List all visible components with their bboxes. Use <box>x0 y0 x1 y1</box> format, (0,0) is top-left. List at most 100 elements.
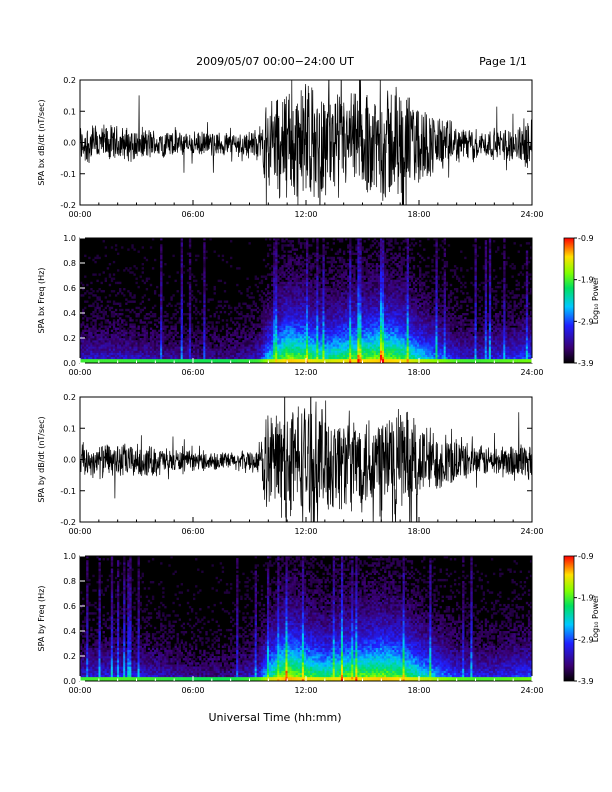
heatmap-cell <box>301 283 305 287</box>
heatmap-cell <box>248 352 251 355</box>
heatmap-cell <box>357 269 360 272</box>
heatmap-cell <box>203 356 206 360</box>
heatmap-cell <box>217 360 220 364</box>
heatmap-cell <box>291 335 294 339</box>
heatmap-cell <box>324 294 327 297</box>
heatmap-cell <box>219 350 223 353</box>
heatmap-cell <box>275 329 278 333</box>
heatmap-cell <box>170 340 173 343</box>
heatmap-cell <box>84 344 87 347</box>
heatmap-cell <box>151 346 155 349</box>
heatmap-cell <box>275 292 278 295</box>
heatmap-cell <box>131 346 134 349</box>
heatmap-cell <box>299 325 303 328</box>
heatmap-cell <box>166 338 169 341</box>
heatmap-cell <box>283 313 286 316</box>
heatmap-cell <box>357 254 360 258</box>
heatmap-cell <box>125 354 128 358</box>
heatmap-cell <box>295 354 299 358</box>
heatmap-cell <box>203 263 206 266</box>
heatmap-cell <box>166 313 169 316</box>
heatmap-cell <box>306 335 309 339</box>
heatmap-cell <box>289 244 292 247</box>
heatmap-cell <box>98 350 101 353</box>
heatmap-cell <box>151 348 155 351</box>
heatmap-cell <box>349 244 352 247</box>
heatmap-cell <box>96 290 99 293</box>
heatmap-cell <box>229 352 233 355</box>
heatmap-cell <box>373 354 377 358</box>
heatmap-cell <box>252 325 255 328</box>
heatmap-cell <box>295 335 299 339</box>
heatmap-cell <box>149 338 153 341</box>
heatmap-cell <box>172 335 175 339</box>
heatmap-cell <box>264 356 268 360</box>
heatmap-cell <box>322 352 325 355</box>
heatmap-cell <box>266 306 270 310</box>
heatmap-cell <box>271 338 274 341</box>
heatmap-cell <box>193 352 196 355</box>
heatmap-cell <box>197 335 200 339</box>
heatmap-cell <box>213 335 216 339</box>
heatmap-cell <box>252 356 255 360</box>
heatmap-cell <box>357 250 360 253</box>
heatmap-cell <box>106 319 110 322</box>
heatmap-cell <box>225 360 229 364</box>
heatmap-cell <box>119 281 122 285</box>
heatmap-cell <box>211 350 214 353</box>
heatmap-cell <box>127 350 130 353</box>
heatmap-cell <box>137 348 140 351</box>
heatmap-cell <box>203 250 206 253</box>
heatmap-cell <box>289 258 292 262</box>
heatmap-cell <box>287 310 290 314</box>
heatmap-cell <box>328 315 331 318</box>
heatmap-cell <box>328 331 331 335</box>
heatmap-cell <box>119 342 122 345</box>
heatmap-cell <box>143 333 147 337</box>
heatmap-cell <box>223 354 227 358</box>
heatmap-cell <box>273 248 276 251</box>
heatmap-cell <box>170 331 173 335</box>
heatmap-cell <box>131 296 134 299</box>
heatmap-cell <box>299 283 303 287</box>
heatmap-cell <box>242 354 245 358</box>
heatmap-cell <box>332 331 336 335</box>
heatmap-cell <box>377 315 381 318</box>
heatmap-cell <box>170 344 173 347</box>
heatmap-cell <box>188 302 192 305</box>
heatmap-cell <box>277 335 280 339</box>
heatmap-cell <box>100 304 103 308</box>
heatmap-cell <box>215 358 218 362</box>
heatmap-cell <box>262 360 266 364</box>
heatmap-cell <box>160 310 163 314</box>
heatmap-cell <box>254 283 257 287</box>
heatmap-cell <box>184 350 188 353</box>
heatmap-cell <box>375 335 379 339</box>
heatmap-cell <box>188 360 192 364</box>
heatmap-cell <box>291 277 294 280</box>
heatmap-cell <box>262 315 266 318</box>
heatmap-cell <box>92 356 95 360</box>
heatmap-cell <box>287 281 290 285</box>
heatmap-cell <box>355 358 358 362</box>
heatmap-cell <box>110 360 114 364</box>
heatmap-cell <box>147 344 151 347</box>
heatmap-cell <box>379 306 383 310</box>
heatmap-cell <box>301 277 305 280</box>
heatmap-cell <box>275 267 278 270</box>
heatmap-cell <box>283 263 286 266</box>
heatmap-cell <box>193 346 196 349</box>
heatmap-cell <box>281 350 284 353</box>
heatmap-cell <box>209 315 212 318</box>
heatmap-cell <box>361 327 364 330</box>
heatmap-cell <box>377 281 381 285</box>
heatmap-cell <box>86 344 89 347</box>
heatmap-cell <box>295 352 299 355</box>
heatmap-cell <box>188 317 192 320</box>
heatmap-cell <box>170 352 173 355</box>
heatmap-cell <box>373 290 377 293</box>
heatmap-cell <box>127 248 130 251</box>
heatmap-cell <box>143 342 147 345</box>
heatmap-cell <box>160 279 163 283</box>
heatmap-cell <box>355 325 358 328</box>
